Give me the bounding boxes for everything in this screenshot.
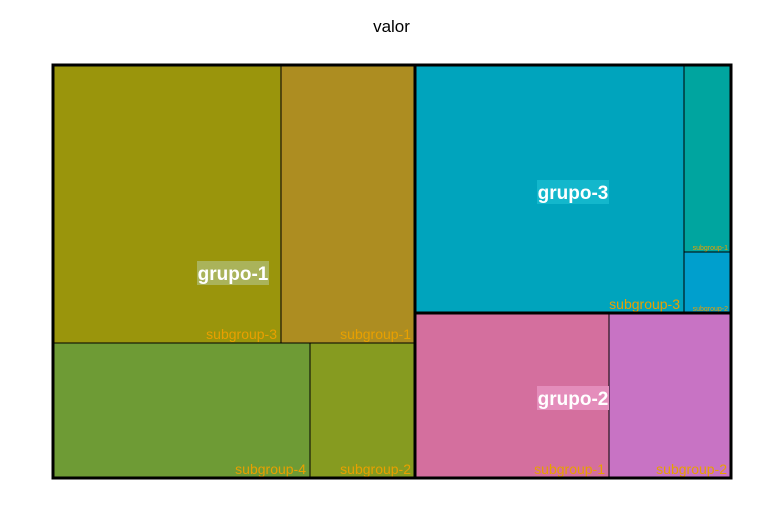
subgroup-label: subgroup-4	[235, 461, 306, 477]
subgroup-label: subgroup-2	[656, 461, 727, 477]
subgroup-label: subgroup-2	[693, 306, 729, 313]
group-border	[413, 311, 733, 480]
tile-grupo-1-subgroup-2	[309, 342, 416, 479]
group-grupo-2: subgroup-1 subgroup-2 grupo-2	[413, 311, 733, 480]
subgroup-label: subgroup-1	[693, 245, 729, 252]
tile-grupo-1-subgroup-1	[280, 64, 416, 344]
group-label: grupo-2	[538, 389, 609, 410]
subgroup-label: subgroup-3	[206, 326, 277, 342]
group-label: grupo-3	[538, 183, 609, 204]
subgroup-label: subgroup-2	[340, 461, 411, 477]
group-label: grupo-1	[198, 264, 269, 285]
tile-grupo-3-subgroup-1	[683, 64, 732, 253]
tile-grupo-3-subgroup-2	[683, 251, 732, 314]
tile-grupo-1-subgroup-4	[52, 342, 311, 479]
group-label-background	[537, 180, 609, 204]
subgroup-label: subgroup-1	[340, 326, 411, 342]
tile-grupo-1-subgroup-3	[52, 64, 282, 344]
tile-grupo-2-subgroup-2	[608, 312, 732, 479]
group-grupo-3: subgroup-3 subgroup-1 subgroup-2 grupo-3	[413, 63, 733, 315]
chart-title: valor	[373, 17, 410, 36]
group-label-background	[537, 386, 609, 410]
group-grupo-1: subgroup-3 subgroup-1 subgroup-4 subgroup-2…	[51, 63, 417, 480]
subgroup-label: subgroup-1	[534, 461, 605, 477]
group-label-background	[197, 261, 269, 285]
subgroup-label: subgroup-3	[609, 296, 680, 312]
